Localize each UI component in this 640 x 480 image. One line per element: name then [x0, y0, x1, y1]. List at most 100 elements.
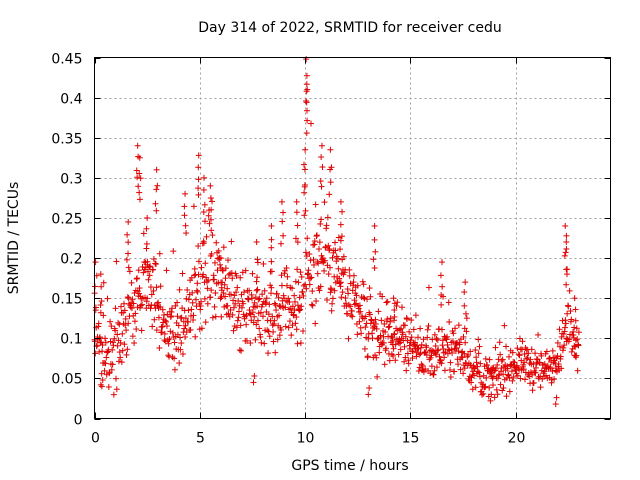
data-point [200, 208, 207, 215]
data-point [377, 332, 384, 339]
data-point [572, 317, 579, 324]
data-point [182, 322, 189, 329]
data-point [516, 335, 523, 342]
data-point [327, 179, 334, 186]
data-point [294, 239, 301, 246]
data-point [252, 336, 259, 343]
data-point [326, 264, 333, 271]
data-point [430, 371, 437, 378]
data-point [104, 295, 111, 302]
data-point [467, 348, 474, 355]
data-point [123, 327, 130, 334]
data-point [391, 317, 398, 324]
data-point [144, 295, 151, 302]
data-point [211, 303, 218, 310]
data-point [212, 313, 219, 320]
data-point [302, 146, 309, 153]
data-point [253, 287, 260, 294]
data-point [310, 261, 317, 268]
data-point [251, 313, 258, 320]
data-point [351, 301, 358, 308]
data-point [541, 368, 548, 375]
data-point [283, 265, 290, 272]
data-point [143, 225, 150, 232]
data-point [115, 319, 122, 326]
data-point [283, 282, 290, 289]
data-point [208, 287, 215, 294]
data-point [301, 182, 308, 189]
data-point [136, 154, 143, 161]
data-point [155, 314, 162, 321]
data-point [120, 300, 127, 307]
data-point [193, 296, 200, 303]
data-point [463, 328, 470, 335]
data-point [468, 379, 475, 386]
data-point [465, 352, 472, 359]
data-point [187, 326, 194, 333]
data-point [337, 198, 344, 205]
data-point [476, 369, 483, 376]
data-point [157, 303, 164, 310]
data-point [201, 174, 208, 181]
data-point [521, 376, 528, 383]
data-point [572, 306, 579, 313]
data-point [183, 230, 190, 237]
data-point [163, 318, 170, 325]
data-point [278, 198, 285, 205]
data-point [236, 347, 243, 354]
data-point [546, 355, 553, 362]
data-point [153, 166, 160, 173]
data-point [108, 366, 115, 373]
data-point [491, 394, 498, 401]
data-point [166, 336, 173, 343]
data-point [425, 322, 432, 329]
data-point [174, 299, 181, 306]
data-point [209, 232, 216, 239]
data-point [408, 317, 415, 324]
data-point [487, 397, 494, 404]
data-point [189, 289, 196, 296]
data-point [398, 304, 405, 311]
data-point [303, 130, 310, 137]
data-point [494, 391, 501, 398]
data-point [497, 351, 504, 358]
data-point [172, 302, 179, 309]
data-point [98, 339, 105, 346]
data-point [152, 200, 159, 207]
data-point [574, 336, 581, 343]
data-point [303, 97, 310, 104]
data-point [357, 308, 364, 315]
data-point [211, 276, 218, 283]
data-point [249, 295, 256, 302]
data-point [114, 342, 121, 349]
data-point [254, 286, 261, 293]
y-axis-label: SRMTID / TECUs [6, 182, 22, 295]
data-point [114, 331, 121, 338]
data-point [441, 367, 448, 374]
data-point [525, 350, 532, 357]
data-point [303, 72, 310, 79]
data-point [200, 186, 207, 193]
data-point [568, 348, 575, 355]
data-point [472, 384, 479, 391]
data-point [476, 373, 483, 380]
data-point [313, 232, 320, 239]
data-point [214, 267, 221, 274]
data-point [211, 259, 218, 266]
data-point [304, 86, 311, 93]
data-point [102, 339, 109, 346]
data-point [261, 287, 268, 294]
data-point [98, 298, 105, 305]
data-point [566, 287, 573, 294]
data-point [573, 325, 580, 332]
data-point [404, 316, 411, 323]
y-tick-label: 0.45 [51, 52, 82, 68]
data-point [428, 363, 435, 370]
data-point [153, 284, 160, 291]
data-point [272, 301, 279, 308]
data-point [302, 207, 309, 214]
data-point [209, 198, 216, 205]
data-point [238, 347, 245, 354]
data-point [140, 230, 147, 237]
data-point [494, 361, 501, 368]
